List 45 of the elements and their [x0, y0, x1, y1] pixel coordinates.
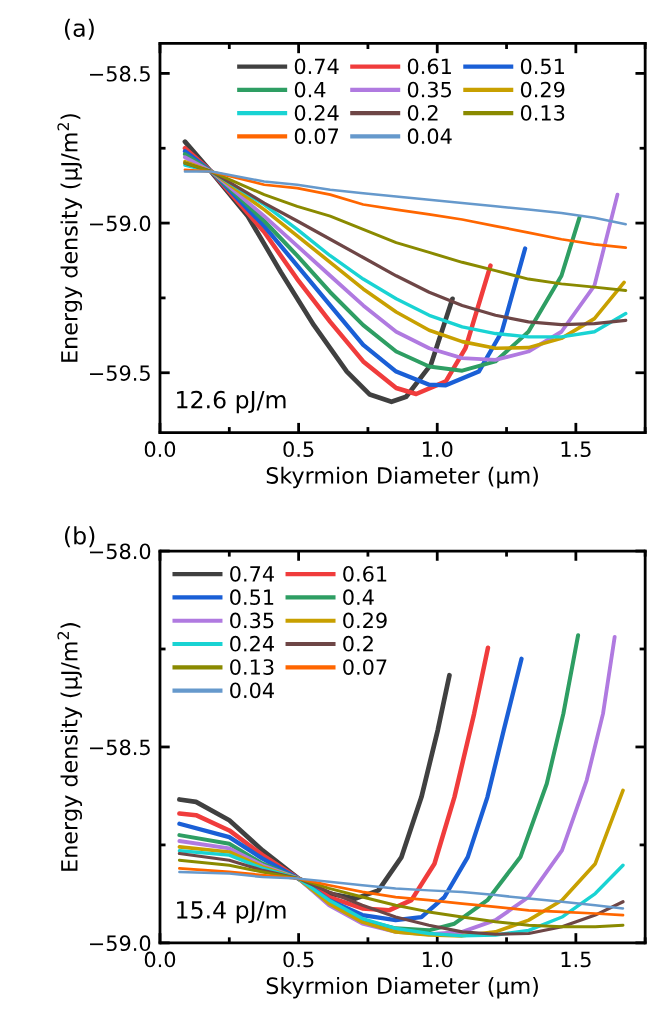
y-tick-label: −59.5	[90, 365, 150, 381]
x-tick-label: 1.0	[422, 951, 453, 968]
legend-label: 0.07	[343, 659, 387, 675]
y-tick-label: −58.5	[90, 739, 150, 756]
legend-label: 0.35	[407, 81, 452, 98]
x-tick-label: 0.5	[283, 951, 314, 968]
line-series	[177, 858, 625, 929]
legend-label: 0.74	[294, 58, 339, 75]
annotation: 12.6 pJ/m	[177, 390, 286, 414]
line-series	[183, 170, 628, 226]
legend-label: 0.04	[230, 682, 274, 699]
text: (a)	[64, 18, 94, 40]
legend-label: 0.04	[407, 128, 452, 145]
legend-label: 0.24	[230, 635, 274, 652]
legend-label: 0.4	[294, 81, 326, 98]
y-axis-title: Energy density (μJ/m$^{2}$)	[57, 114, 83, 362]
y-tick-label: −59.0	[90, 935, 151, 952]
legend-label: 0.61	[343, 565, 387, 582]
x-axis-title: Skyrmion Diameter (μm)	[266, 976, 538, 999]
x-tick-label: 0.0	[144, 951, 176, 968]
legend-label: 0.07	[294, 128, 339, 145]
x-axis-title: Skyrmion Diameter (μm)	[266, 466, 538, 489]
legend-label: 0.74	[230, 565, 274, 582]
y-tick-label: −59.0	[90, 215, 151, 232]
x-tick-label: 0.0	[144, 441, 176, 458]
x-tick-label: 0.5	[283, 441, 314, 458]
y-tick-label: −58.5	[90, 65, 150, 82]
line-series	[183, 161, 628, 292]
legend-label: 0.29	[343, 612, 387, 629]
x-tick-label: 1.5	[561, 441, 591, 458]
legend-label: 0.51	[520, 58, 564, 75]
legend-label: 0.29	[520, 81, 565, 98]
legend-label: 0.24	[294, 105, 339, 121]
legend-label: 0.13	[520, 105, 565, 121]
legend-label: 0.2	[407, 105, 438, 121]
x-tick-label: 1.0	[422, 441, 453, 458]
legend-label: 0.2	[343, 635, 373, 652]
legend-label: 0.13	[230, 659, 274, 675]
legend-label: 0.61	[407, 58, 451, 75]
legend-label: 0.4	[343, 589, 374, 606]
annotation: 15.4 pJ/m	[177, 901, 286, 924]
legend-label: 0.35	[230, 612, 274, 629]
x-tick-label: 1.5	[561, 951, 591, 968]
legend-label: 0.51	[230, 589, 274, 606]
y-axis-title: Energy density (μJ/m$^{2}$)	[57, 623, 83, 871]
